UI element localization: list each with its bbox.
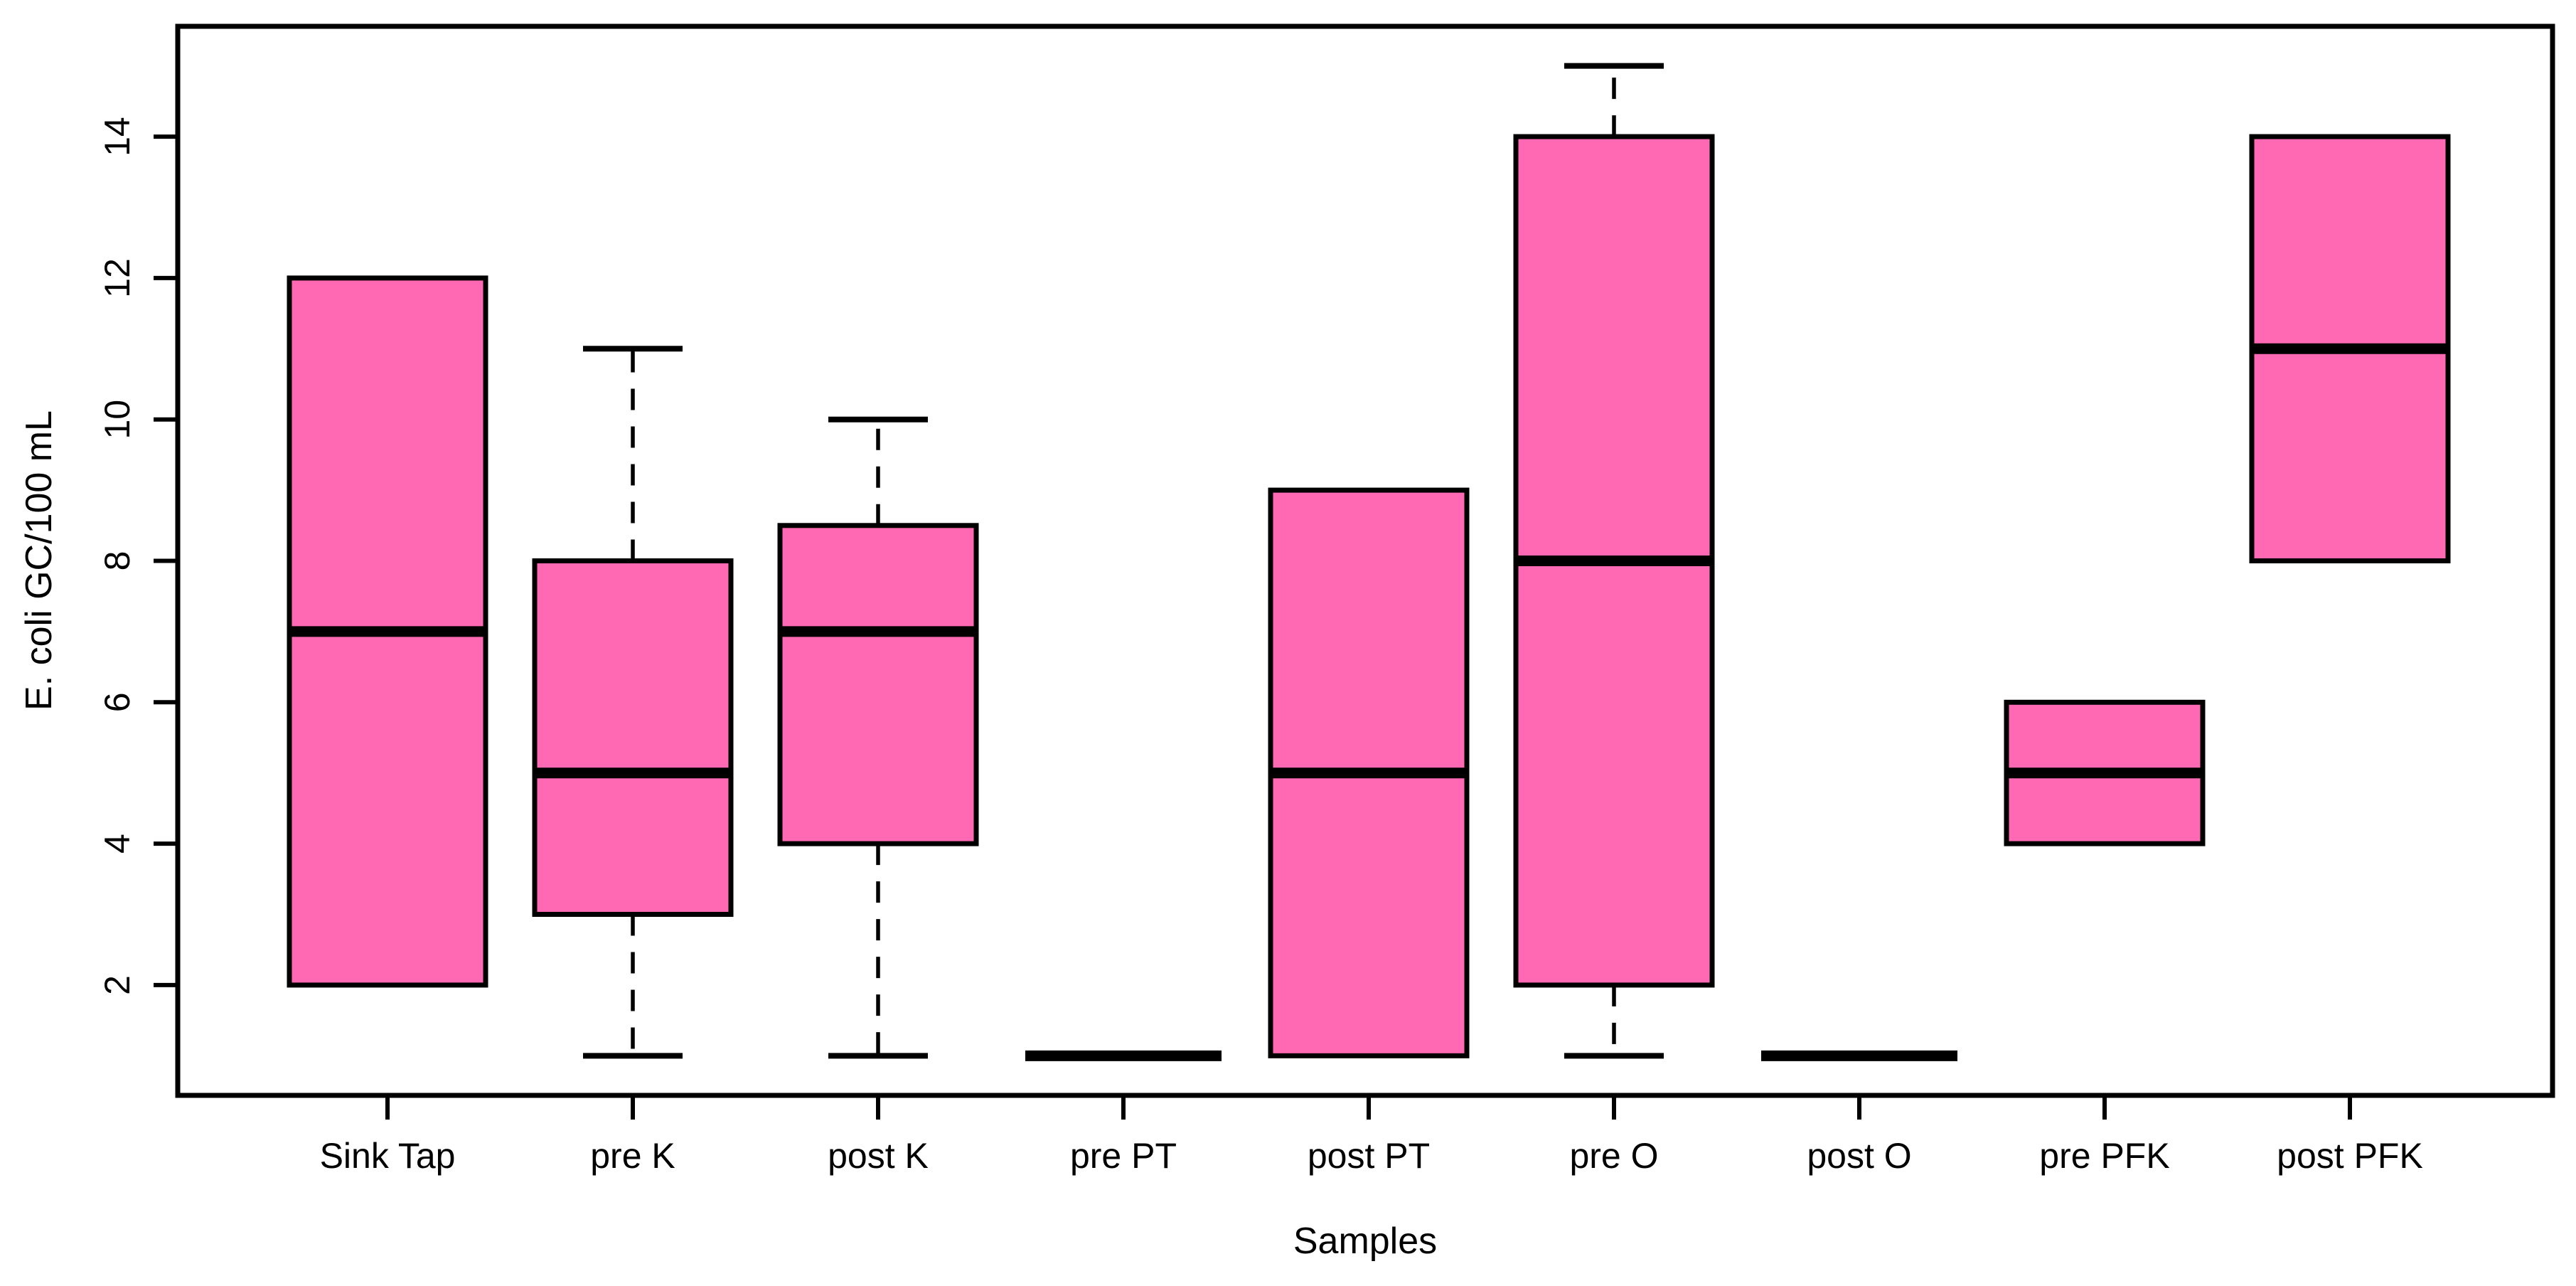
- x-tick-label-post-pfk: post PFK: [2277, 1136, 2423, 1176]
- x-axis-title: Samples: [1293, 1221, 1437, 1262]
- boxes-layer: [287, 63, 2451, 1061]
- box-group-post-pt: [1268, 487, 1470, 1058]
- y-tick-label: 14: [97, 117, 137, 156]
- y-axis-title: E. coli GC/100 mL: [18, 410, 60, 711]
- x-tick-label-post-o: post O: [1807, 1136, 1911, 1176]
- y-tick-label: 2: [97, 975, 137, 995]
- box-rect: [777, 523, 979, 846]
- box-rect: [532, 558, 734, 918]
- x-tick-label-pre-k: pre K: [590, 1136, 675, 1176]
- x-tick-label-pre-pt: pre PT: [1070, 1136, 1177, 1176]
- y-tick-label: 4: [97, 834, 137, 854]
- y-tick-label: 6: [97, 692, 137, 712]
- box-group-pre-k: [532, 346, 734, 1059]
- y-tick-label: 8: [97, 551, 137, 571]
- x-tick-label-post-k: post K: [828, 1136, 929, 1176]
- y-tick-label: 12: [97, 258, 137, 298]
- y-axis: 2 4 6 8 10 12 14: [97, 117, 178, 995]
- x-tick-label-pre-o: pre O: [1569, 1136, 1658, 1176]
- x-axis: Sink Tap pre K post K pre PT post PT pre O pos…: [320, 1095, 2423, 1176]
- box-group-pre-o: [1513, 63, 1715, 1059]
- box-group-pre-pfk: [2004, 699, 2206, 846]
- x-tick-label-pre-pfk: pre PFK: [2039, 1136, 2169, 1176]
- x-tick-label-sink-tap: Sink Tap: [320, 1136, 456, 1176]
- y-tick-label: 10: [97, 400, 137, 440]
- box-group-post-pfk: [2249, 134, 2451, 564]
- x-tick-label-post-pt: post PT: [1308, 1136, 1430, 1176]
- box-group-post-k: [777, 416, 979, 1059]
- box-group-sink-tap: [287, 275, 488, 988]
